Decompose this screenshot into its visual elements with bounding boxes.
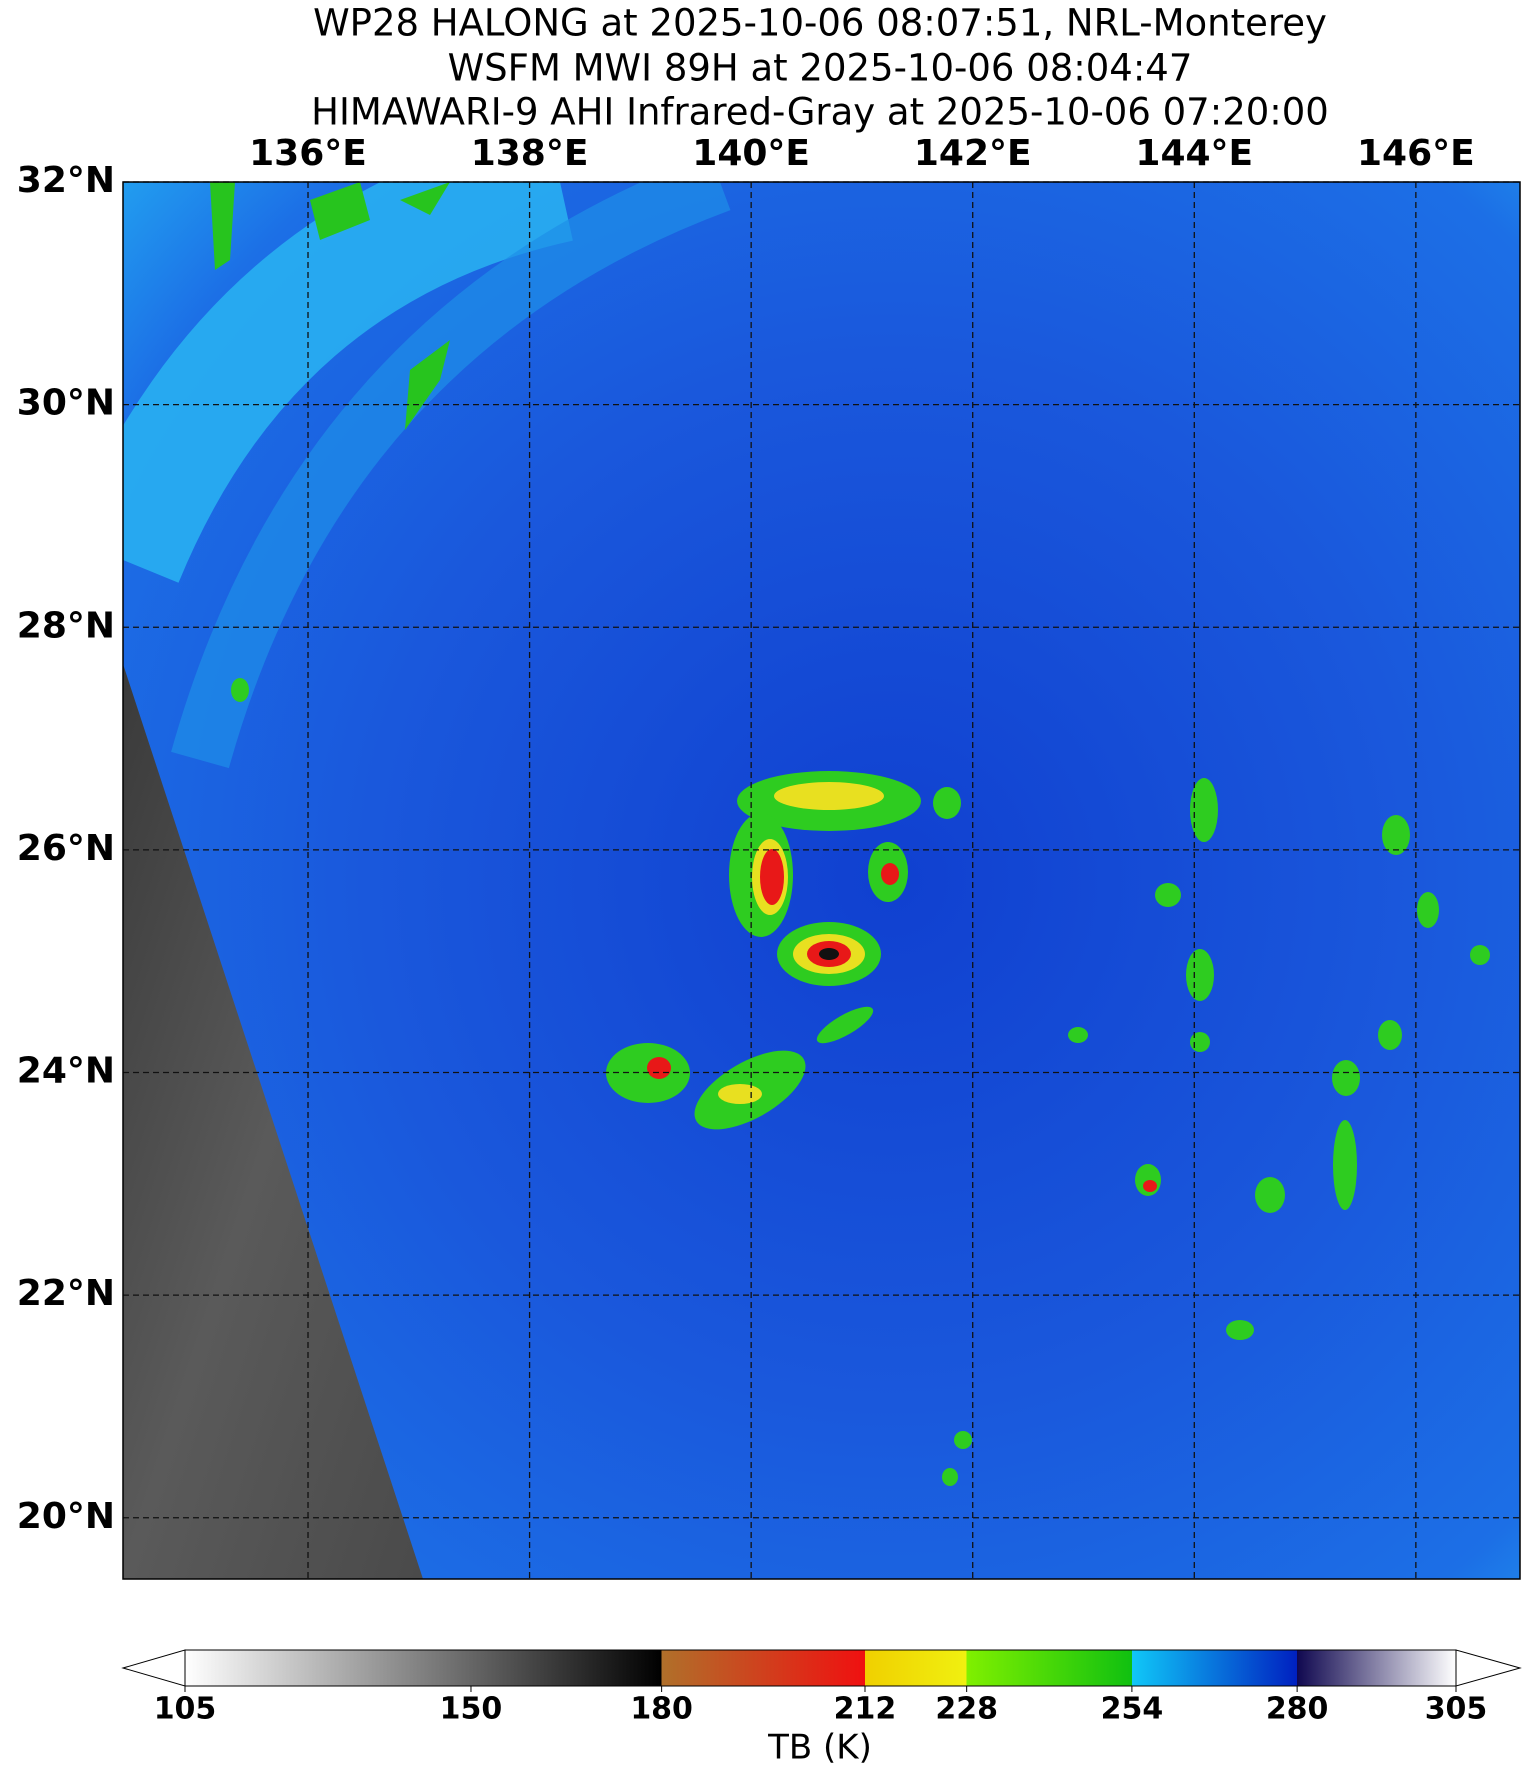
land xyxy=(210,182,450,430)
lon-label: 136°E xyxy=(249,133,367,174)
colorbar-tick-label: 105 xyxy=(154,1692,217,1727)
storm xyxy=(606,771,961,1130)
graticule xyxy=(123,181,1520,1579)
colorbar-tick-label: 305 xyxy=(1425,1692,1488,1727)
lon-label: 144°E xyxy=(1135,133,1253,174)
title-line: HIMAWARI-9 AHI Infrared-Gray at 2025-10-… xyxy=(311,91,1329,134)
colorbar-extend-high xyxy=(1455,1649,1522,1687)
lat-label: 24°N xyxy=(17,1051,115,1092)
colorbar-tick-label: 254 xyxy=(1101,1692,1164,1727)
title-line: WP28 HALONG at 2025-10-06 08:07:51, NRL-… xyxy=(313,2,1327,45)
convection-core xyxy=(1143,1180,1157,1192)
map-frame xyxy=(122,181,1521,1580)
lon-label: 138°E xyxy=(471,133,589,174)
imagery xyxy=(123,182,1520,1579)
cirrus-arc xyxy=(123,182,574,583)
lat-label: 30°N xyxy=(17,383,115,424)
lon-label: 140°E xyxy=(692,133,810,174)
colorbar-tick-label: 150 xyxy=(440,1692,503,1727)
ir-gray-region xyxy=(123,664,423,1579)
lat-label: 28°N xyxy=(17,605,115,646)
colorbar xyxy=(184,1649,1457,1687)
lon-label: 142°E xyxy=(914,133,1032,174)
lat-label: 26°N xyxy=(17,828,115,869)
colorbar-tick-label: 212 xyxy=(834,1692,897,1727)
colorbar-extend-low xyxy=(121,1649,186,1687)
convection xyxy=(231,678,1490,1486)
lat-label: 20°N xyxy=(17,1496,115,1537)
colorbar-tick-label: 180 xyxy=(630,1692,693,1727)
colorbar-label: TB (K) xyxy=(767,1728,872,1768)
lat-label: 32°N xyxy=(17,160,115,201)
cirrus-arc xyxy=(171,182,731,769)
lat-label: 22°N xyxy=(17,1273,115,1314)
colorbar-tick-label: 228 xyxy=(935,1692,998,1727)
lon-label: 146°E xyxy=(1357,133,1475,174)
colorbar-tick-label: 280 xyxy=(1266,1692,1329,1727)
title-line: WSFM MWI 89H at 2025-10-06 08:04:47 xyxy=(448,47,1193,90)
